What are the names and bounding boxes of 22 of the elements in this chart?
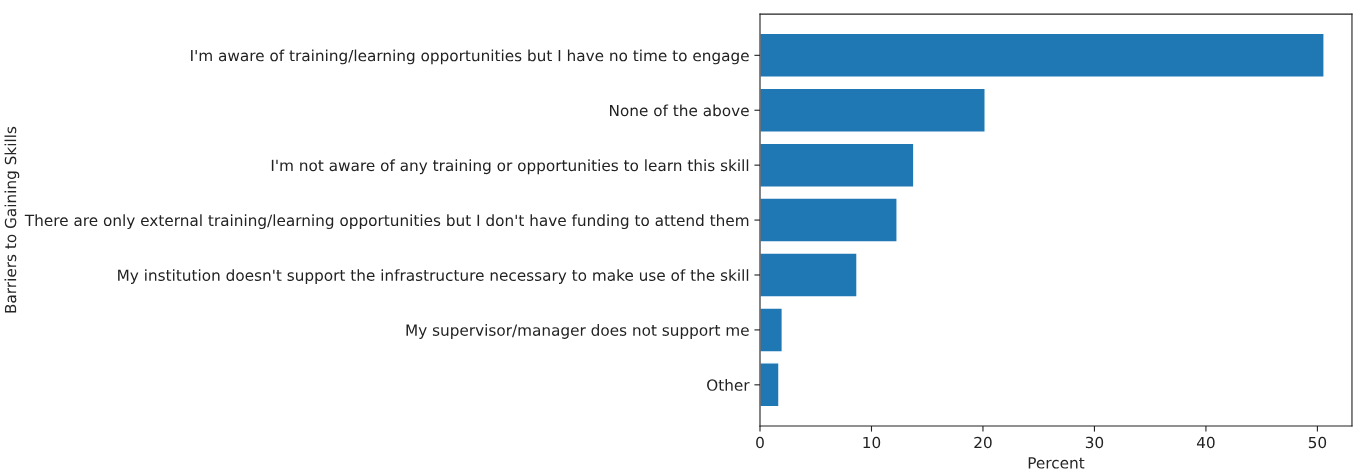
x-tick-label: 10 <box>863 436 881 449</box>
bar <box>760 197 898 243</box>
x-tick-label: 50 <box>1308 436 1327 449</box>
x-axis-title: Percent <box>1028 457 1085 469</box>
bar <box>760 307 783 353</box>
y-axis-title: Barriers to Gaining Skills <box>4 126 20 313</box>
bar <box>760 362 780 408</box>
y-tick-label: I'm aware of training/learning opportunities but I have no time to engage <box>191 49 749 65</box>
x-tick-label: 0 <box>756 436 764 449</box>
y-tick-label: None of the above <box>610 104 749 117</box>
x-tick-label: 40 <box>1196 436 1215 449</box>
y-tick-label: Other <box>707 379 750 391</box>
y-tick-label: There are only external training/learning opportunities but I don't have funding to attend them <box>24 214 749 230</box>
bar <box>760 87 986 133</box>
bar <box>760 142 915 188</box>
y-tick-label: My institution doesn't support the infrastructure necessary to make use of the skill <box>118 269 749 284</box>
bar <box>760 32 1325 78</box>
y-tick-label: I'm not aware of any training or opportunities to learn this skill <box>271 159 749 175</box>
y-tick-label: My supervisor/manager does not support me <box>406 324 749 339</box>
bar <box>760 252 858 298</box>
x-tick-label: 20 <box>974 436 992 449</box>
x-tick-label: 30 <box>1085 436 1104 449</box>
